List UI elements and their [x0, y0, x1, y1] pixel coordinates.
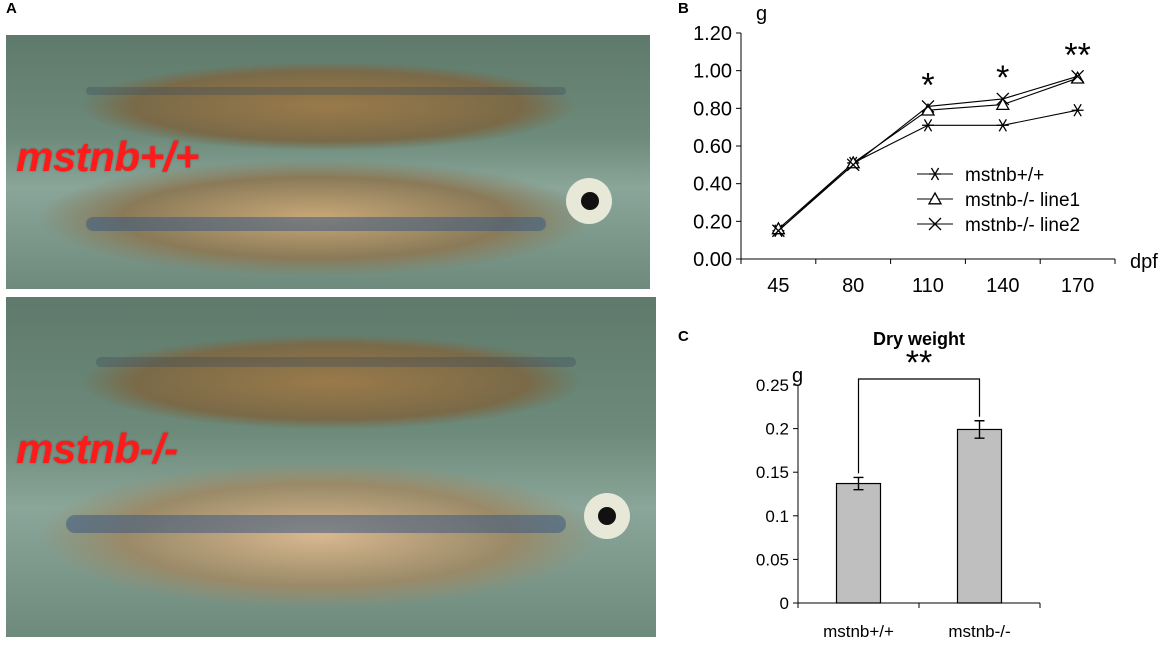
y-tick-label: 0.60: [693, 136, 732, 158]
y-tick-label: 0.40: [693, 174, 732, 196]
x-axis-unit-label: dpf: [1130, 251, 1158, 273]
bar-2: [956, 428, 1003, 604]
y-tick-label: 0.00: [693, 249, 732, 271]
legend-label-2: mstnb-/- line1: [965, 190, 1080, 211]
y-axis-unit-label: g: [792, 365, 803, 387]
x-tick-label: 110: [912, 275, 944, 297]
series-3-point: [996, 92, 1010, 106]
x-tick-label: 170: [1061, 275, 1094, 297]
series-3-point: [771, 224, 785, 238]
legend-label-1: mstnb+/+: [965, 165, 1044, 186]
error-bar-2: [974, 420, 985, 439]
y-tick-label: 0.20: [693, 211, 732, 233]
weight-growth-line-chart: 0.00 0.20 0.40 0.60 0.80 1.00 1.20 45 80 110 140 17…: [693, 3, 1158, 297]
y-tick-label: 0.15: [756, 463, 789, 482]
y-tick-label: 1.00: [693, 61, 732, 83]
panel-a-label: A: [6, 0, 17, 17]
y-axis-unit-label: g: [756, 3, 767, 25]
significance-marker: *: [996, 59, 1009, 97]
fish-photo-wild-type: mstnb+/+: [6, 35, 650, 289]
x-tick-label: 140: [986, 275, 1019, 297]
series-1-point: [922, 118, 934, 132]
y-tick-label: 0.2: [765, 420, 789, 439]
significance-marker: **: [1064, 36, 1090, 74]
y-tick-label: 0.05: [756, 550, 789, 569]
wild-type-genotype-label: mstnb+/+: [16, 133, 199, 180]
significance-marker: *: [921, 66, 934, 104]
y-tick-label: 0.1: [765, 507, 789, 526]
series-1-point: [1071, 103, 1084, 117]
fish-photo-mutant: mstnb-/-: [6, 297, 656, 637]
chart-title: Dry weight: [873, 329, 965, 349]
dry-weight-bar-chart: Dry weight g 0 0.05 0.1 0.15 0.2 0.25 mstnb+/+ ms…: [756, 329, 1041, 641]
y-tick-label: 1.20: [693, 23, 732, 45]
panel-c-label: C: [678, 328, 689, 345]
legend-marker-1: [929, 167, 941, 181]
bar-1: [835, 482, 882, 604]
x-category-label: mstnb-/-: [948, 622, 1010, 641]
legend-label-3: mstnb-/- line2: [965, 215, 1080, 236]
series-3-point: [1071, 69, 1085, 83]
series-3-point: [921, 99, 935, 113]
series-1-point: [996, 118, 1009, 132]
y-tick-label: 0.80: [693, 98, 732, 120]
panel-b-label: B: [678, 0, 689, 17]
legend-marker-3: [928, 217, 942, 231]
y-tick-label: 0: [780, 594, 789, 613]
x-category-label: mstnb+/+: [823, 622, 894, 641]
significance-marker: **: [906, 344, 932, 382]
error-bar-1: [853, 476, 864, 491]
mutant-genotype-label: mstnb-/-: [16, 425, 178, 472]
significance-bracket: [857, 378, 981, 474]
x-tick-label: 80: [842, 275, 864, 297]
y-tick-label: 0.25: [756, 376, 789, 395]
series-3-point: [846, 158, 860, 172]
x-tick-label: 45: [767, 275, 789, 297]
legend-marker-2: [927, 191, 943, 205]
series-2-point: [995, 97, 1010, 111]
